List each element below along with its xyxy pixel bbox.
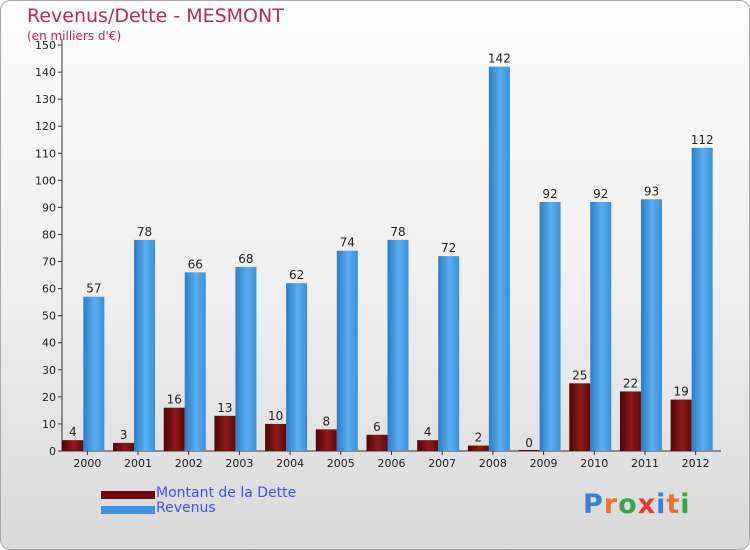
- revenus-bar: [590, 201, 612, 451]
- revenus-bar: [235, 266, 257, 451]
- revenus-value-label: 93: [644, 184, 659, 198]
- revenus-value-label: 142: [488, 52, 511, 66]
- revenus-bar: [438, 256, 460, 451]
- x-tick-label: 2005: [327, 457, 355, 470]
- revenus-bar: [286, 283, 308, 451]
- debt-bar: [518, 450, 540, 451]
- y-tick-label: 150: [35, 39, 56, 52]
- revenus-bar: [336, 250, 358, 451]
- revenus-bar: [83, 296, 105, 451]
- y-tick-label: 20: [42, 391, 56, 404]
- debt-value-label: 16: [167, 393, 182, 407]
- debt-bar: [467, 445, 489, 451]
- revenus-value-label: 62: [289, 268, 304, 282]
- x-tick-label: 2009: [530, 457, 558, 470]
- legend-swatch-revenus: [101, 506, 155, 514]
- debt-value-label: 2: [475, 431, 483, 445]
- debt-bar: [569, 383, 591, 451]
- debt-value-label: 13: [217, 401, 232, 415]
- logo-letter: P: [583, 489, 604, 520]
- legend-swatch-debt: [101, 491, 155, 499]
- revenus-value-label: 68: [238, 252, 253, 266]
- y-tick-label: 30: [42, 364, 56, 377]
- y-tick-label: 0: [49, 445, 56, 458]
- debt-value-label: 10: [268, 409, 283, 423]
- y-tick-label: 110: [35, 147, 56, 160]
- logo-letter: o: [618, 489, 638, 520]
- revenus-bar: [539, 201, 561, 451]
- y-tick-label: 90: [42, 201, 56, 214]
- revenus-value-label: 78: [390, 225, 405, 239]
- x-tick-label: 2008: [479, 457, 507, 470]
- logo-letter: r: [603, 489, 619, 520]
- debt-bar: [366, 434, 388, 451]
- x-tick-label: 2004: [276, 457, 304, 470]
- logo-letter: i: [680, 489, 691, 520]
- x-tick-label: 2010: [580, 457, 608, 470]
- revenus-value-label: 66: [188, 257, 203, 271]
- debt-value-label: 0: [525, 436, 533, 450]
- revenus-value-label: 78: [137, 225, 152, 239]
- debt-value-label: 3: [120, 428, 128, 442]
- y-tick-label: 130: [35, 93, 56, 106]
- revenus-bar: [691, 147, 713, 451]
- legend-label-debt: Montant de la Dette: [156, 485, 297, 501]
- logo-letter: t: [666, 489, 681, 520]
- revenus-bar: [134, 239, 156, 451]
- debt-bar: [163, 407, 185, 451]
- y-tick-label: 80: [42, 228, 56, 241]
- revenus-value-label: 112: [691, 133, 714, 147]
- x-tick-label: 2012: [682, 457, 710, 470]
- debt-value-label: 4: [424, 425, 432, 439]
- revenus-value-label: 72: [441, 241, 456, 255]
- debt-value-label: 8: [322, 414, 330, 428]
- chart-title: Revenus/Dette - MESMONT: [27, 5, 284, 27]
- y-tick-label: 40: [42, 337, 56, 350]
- y-tick-label: 70: [42, 256, 56, 269]
- y-tick-label: 120: [35, 120, 56, 133]
- revenus-bar: [184, 272, 206, 451]
- proxiti-logo: Proxiti: [583, 489, 691, 520]
- debt-value-label: 25: [572, 368, 587, 382]
- revenus-bar: [640, 199, 662, 451]
- x-tick-label: 2000: [73, 457, 101, 470]
- revenus-value-label: 57: [86, 282, 101, 296]
- debt-bar: [670, 399, 692, 451]
- debt-value-label: 22: [623, 376, 638, 390]
- debt-bar: [265, 423, 287, 451]
- debt-bar: [113, 442, 135, 451]
- debt-bar: [619, 391, 641, 451]
- y-tick-label: 50: [42, 310, 56, 323]
- x-tick-label: 2002: [175, 457, 203, 470]
- debt-bar: [315, 429, 337, 451]
- revenus-value-label: 74: [340, 236, 355, 250]
- debt-value-label: 4: [69, 425, 77, 439]
- debt-bar: [417, 440, 439, 451]
- x-tick-label: 2006: [378, 457, 406, 470]
- debt-value-label: 19: [674, 385, 689, 399]
- y-tick-label: 100: [35, 174, 56, 187]
- x-tick-label: 2011: [631, 457, 659, 470]
- x-tick-label: 2003: [225, 457, 253, 470]
- logo-letter: x: [637, 489, 657, 520]
- revenus-bar: [488, 66, 510, 452]
- legend-label-revenus: Revenus: [156, 500, 216, 516]
- revenus-value-label: 92: [542, 187, 557, 201]
- y-tick-label: 60: [42, 283, 56, 296]
- debt-bar: [62, 440, 84, 451]
- x-tick-label: 2007: [428, 457, 456, 470]
- debt-value-label: 6: [373, 420, 381, 434]
- logo-letter: i: [656, 489, 667, 520]
- revenus-bar: [387, 239, 409, 451]
- chart-subtitle: (en milliers d'€): [27, 29, 122, 43]
- revenus-value-label: 92: [593, 187, 608, 201]
- debt-bar: [214, 415, 236, 451]
- y-tick-label: 140: [35, 66, 56, 79]
- y-tick-label: 10: [42, 418, 56, 431]
- x-tick-label: 2001: [124, 457, 152, 470]
